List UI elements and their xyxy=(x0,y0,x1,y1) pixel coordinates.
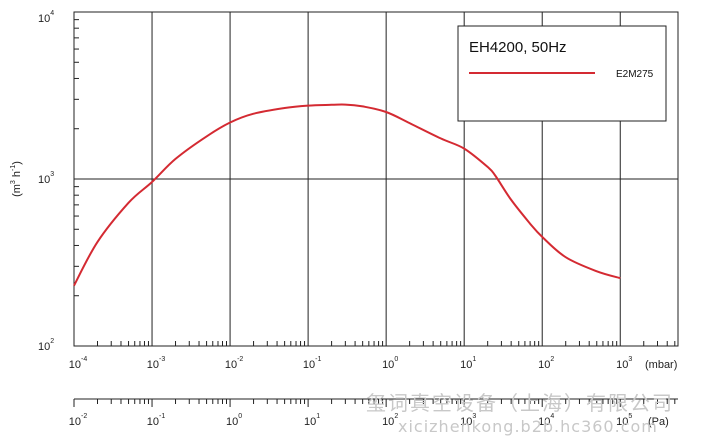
x-axis-unit: (mbar) xyxy=(645,359,677,371)
x2-tick-label: 102 xyxy=(382,413,398,428)
legend: EH4200, 50Hz E2M275 xyxy=(457,25,667,122)
plot-frame xyxy=(73,11,679,347)
x2-minor-ticks xyxy=(73,399,676,407)
y-label-end: ) xyxy=(11,161,23,165)
x2-tick-labels: 10-2 10-1 100 101 102 103 104 105 xyxy=(69,413,633,428)
x2-tick-label: 105 xyxy=(616,413,632,428)
y-tick-label: 102 xyxy=(38,338,54,353)
x-tick-label: 101 xyxy=(460,356,476,371)
x-tick-label: 102 xyxy=(538,356,554,371)
x2-tick-label: 100 xyxy=(226,413,242,428)
x-tick-label: 10-3 xyxy=(147,356,166,371)
series-line xyxy=(73,103,621,287)
x2-tick-label: 103 xyxy=(460,413,476,428)
y-label-base: (m xyxy=(11,184,23,197)
y-label-sup2: -1 xyxy=(10,165,17,171)
x-tick-labels: 10-4 10-3 10-2 10-1 100 101 102 103 xyxy=(69,356,633,371)
legend-entry: E2M275 xyxy=(616,69,654,80)
x2-tick-label: 10-2 xyxy=(69,413,88,428)
x-tick-label: 100 xyxy=(382,356,398,371)
y-label-mid: h xyxy=(11,171,23,180)
x2-tick-label: 104 xyxy=(538,413,554,428)
watermark-company: 玺词真空设备（上海）有限公司 xyxy=(366,391,674,415)
x-tick-label: 10-2 xyxy=(225,356,244,371)
x2-tick-label: 101 xyxy=(304,413,320,428)
minor-ticks xyxy=(74,19,676,346)
y-tick-label: 104 xyxy=(38,10,54,25)
x2-tick-label: 10-1 xyxy=(147,413,166,428)
series-layer xyxy=(73,103,621,287)
x2-axis-unit: (Pa) xyxy=(648,416,669,428)
y-label-sup1: 3 xyxy=(10,180,17,184)
major-grid xyxy=(74,12,678,346)
y-axis-label: (m3 h-1) xyxy=(10,161,23,197)
x-tick-label: 10-4 xyxy=(69,356,88,371)
watermark-url: xicizhenkong.b2b.hc360.com xyxy=(398,417,658,436)
x-tick-label: 10-1 xyxy=(303,356,322,371)
y-tick-label: 103 xyxy=(38,171,54,186)
x-tick-label: 103 xyxy=(616,356,632,371)
y-tick-labels: 102 103 104 xyxy=(38,10,54,353)
chart-title: EH4200, 50Hz xyxy=(469,39,567,56)
